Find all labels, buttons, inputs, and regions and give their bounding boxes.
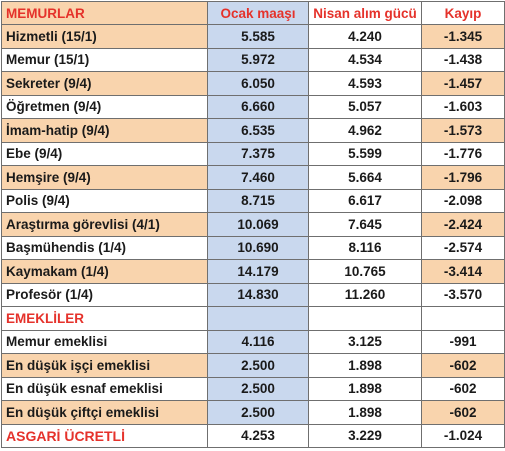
row-ocak: 2.500 bbox=[207, 400, 309, 425]
row-kayip: -1.776 bbox=[421, 141, 505, 166]
section-empty-cell bbox=[308, 306, 422, 331]
row-nisan: 5.599 bbox=[308, 141, 422, 166]
row-label: Hemşire (9/4) bbox=[1, 165, 208, 190]
table-row: Öğretmen (9/4) 6.660 5.057 -1.603 bbox=[1, 94, 505, 119]
row-ocak: 14.179 bbox=[207, 259, 309, 284]
row-label: En düşük esnaf emeklisi bbox=[1, 376, 208, 401]
row-label: Memur (15/1) bbox=[1, 47, 208, 72]
row-kayip: -1.457 bbox=[421, 71, 505, 96]
row-nisan: 3.125 bbox=[308, 329, 422, 354]
row-label: En düşük işçi emeklisi bbox=[1, 353, 208, 378]
row-nisan: 5.664 bbox=[308, 165, 422, 190]
row-kayip: -1.573 bbox=[421, 118, 505, 143]
table-row: Profesör (1/4) 14.830 11.260 -3.570 bbox=[1, 282, 505, 307]
row-ocak: 5.585 bbox=[207, 24, 309, 49]
row-ocak: 8.715 bbox=[207, 188, 309, 213]
table-row: En düşük çiftçi emeklisi 2.500 1.898 -60… bbox=[1, 400, 505, 425]
row-kayip: -991 bbox=[421, 329, 505, 354]
table-row: Ebe (9/4) 7.375 5.599 -1.776 bbox=[1, 141, 505, 166]
section-empty-cell bbox=[421, 306, 505, 331]
row-kayip: -3.414 bbox=[421, 259, 505, 284]
row-kayip: -602 bbox=[421, 353, 505, 378]
table-row: İmam-hatip (9/4) 6.535 4.962 -1.573 bbox=[1, 118, 505, 143]
header-row: MEMURLAR Ocak maaşı Nisan alım gücü Kayı… bbox=[1, 1, 505, 25]
row-label: Polis (9/4) bbox=[1, 188, 208, 213]
table-row: Polis (9/4) 8.715 6.617 -2.098 bbox=[1, 188, 505, 213]
row-kayip: -1.345 bbox=[421, 24, 505, 49]
table-row: Memur (15/1) 5.972 4.534 -1.438 bbox=[1, 47, 505, 72]
row-ocak: 10.069 bbox=[207, 212, 309, 237]
row-ocak: 6.535 bbox=[207, 118, 309, 143]
row-nisan: 11.260 bbox=[308, 282, 422, 307]
row-nisan: 4.240 bbox=[308, 24, 422, 49]
row-nisan: 8.116 bbox=[308, 235, 422, 260]
row-kayip: -1.796 bbox=[421, 165, 505, 190]
header-ocak-maasi: Ocak maaşı bbox=[207, 1, 309, 25]
table-row: Memur emeklisi 4.116 3.125 -991 bbox=[1, 329, 505, 354]
row-kayip: -1.603 bbox=[421, 94, 505, 119]
row-nisan: 1.898 bbox=[308, 376, 422, 401]
row-ocak: 14.830 bbox=[207, 282, 309, 307]
row-label: Sekreter (9/4) bbox=[1, 71, 208, 96]
row-nisan: 4.534 bbox=[308, 47, 422, 72]
row-nisan: 1.898 bbox=[308, 353, 422, 378]
row-kayip: -602 bbox=[421, 376, 505, 401]
row-ocak: 7.460 bbox=[207, 165, 309, 190]
row-kayip: -3.570 bbox=[421, 282, 505, 307]
row-ocak: 4.253 bbox=[207, 423, 309, 448]
row-kayip: -2.574 bbox=[421, 235, 505, 260]
row-nisan: 10.765 bbox=[308, 259, 422, 284]
header-kayip: Kayıp bbox=[421, 1, 505, 25]
row-nisan: 5.057 bbox=[308, 94, 422, 119]
row-ocak: 7.375 bbox=[207, 141, 309, 166]
row-label: Öğretmen (9/4) bbox=[1, 94, 208, 119]
table-row: Kaymakam (1/4) 14.179 10.765 -3.414 bbox=[1, 259, 505, 284]
row-label: En düşük çiftçi emeklisi bbox=[1, 400, 208, 425]
row-kayip: -1.024 bbox=[421, 423, 505, 448]
row-kayip: -1.438 bbox=[421, 47, 505, 72]
row-nisan: 7.645 bbox=[308, 212, 422, 237]
row-label: Memur emeklisi bbox=[1, 329, 208, 354]
section-title-emekliler: EMEKLİLER bbox=[1, 306, 208, 331]
row-ocak: 6.050 bbox=[207, 71, 309, 96]
table-row: Hizmetli (15/1) 5.585 4.240 -1.345 bbox=[1, 24, 505, 49]
row-nisan: 1.898 bbox=[308, 400, 422, 425]
table-row: En düşük esnaf emeklisi 2.500 1.898 -602 bbox=[1, 376, 505, 401]
row-label: Ebe (9/4) bbox=[1, 141, 208, 166]
row-ocak: 2.500 bbox=[207, 353, 309, 378]
header-memurlar: MEMURLAR bbox=[1, 1, 208, 25]
row-kayip: -602 bbox=[421, 400, 505, 425]
row-label: Araştırma görevlisi (4/1) bbox=[1, 212, 208, 237]
row-nisan: 4.962 bbox=[308, 118, 422, 143]
table-row: En düşük işçi emeklisi 2.500 1.898 -602 bbox=[1, 353, 505, 378]
row-label: Hizmetli (15/1) bbox=[1, 24, 208, 49]
table-row: Hemşire (9/4) 7.460 5.664 -1.796 bbox=[1, 165, 505, 190]
table-row: Başmühendis (1/4) 10.690 8.116 -2.574 bbox=[1, 235, 505, 260]
row-ocak: 4.116 bbox=[207, 329, 309, 354]
row-ocak: 10.690 bbox=[207, 235, 309, 260]
section-empty-cell bbox=[207, 306, 309, 331]
row-ocak: 6.660 bbox=[207, 94, 309, 119]
row-label: Profesör (1/4) bbox=[1, 282, 208, 307]
row-kayip: -2.098 bbox=[421, 188, 505, 213]
row-label: İmam-hatip (9/4) bbox=[1, 118, 208, 143]
row-label: Kaymakam (1/4) bbox=[1, 259, 208, 284]
row-ocak: 2.500 bbox=[207, 376, 309, 401]
header-nisan-alim-gucu: Nisan alım gücü bbox=[308, 1, 422, 25]
row-label: Başmühendis (1/4) bbox=[1, 235, 208, 260]
row-ocak: 5.972 bbox=[207, 47, 309, 72]
row-nisan: 4.593 bbox=[308, 71, 422, 96]
section-header-row: EMEKLİLER bbox=[1, 306, 505, 331]
table-row: Araştırma görevlisi (4/1) 10.069 7.645 -… bbox=[1, 212, 505, 237]
row-label: ASGARİ ÜCRETLİ bbox=[1, 423, 208, 448]
row-nisan: 6.617 bbox=[308, 188, 422, 213]
table-row: Sekreter (9/4) 6.050 4.593 -1.457 bbox=[1, 71, 505, 96]
total-row-asgari-ucretli: ASGARİ ÜCRETLİ 4.253 3.229 -1.024 bbox=[1, 423, 505, 448]
row-nisan: 3.229 bbox=[308, 423, 422, 448]
row-kayip: -2.424 bbox=[421, 212, 505, 237]
